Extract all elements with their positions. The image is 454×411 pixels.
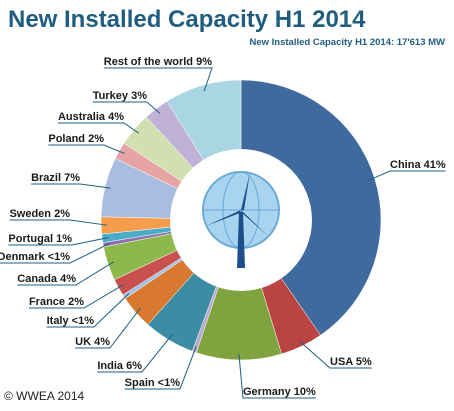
category-name: India [97, 360, 124, 372]
leader-line [97, 334, 173, 373]
slice-label: Poland 2% [48, 133, 104, 145]
slice-label: Canada 4% [17, 273, 76, 285]
leader-line [238, 353, 316, 399]
category-name: France [29, 296, 65, 308]
value-label: 2% [88, 133, 104, 145]
leader-line [0, 243, 110, 264]
category-name: Brazil [31, 172, 61, 184]
center-icon [170, 149, 312, 291]
category-name: Germany [243, 386, 292, 398]
value-label: 1% [56, 233, 72, 245]
leader-line [57, 122, 140, 134]
leader-line [48, 144, 125, 155]
value-label: 4% [108, 111, 124, 123]
value-label: 9% [196, 56, 212, 68]
category-name: Denmark [0, 251, 45, 263]
category-name: Italy [47, 315, 70, 327]
leader-line [9, 219, 108, 226]
category-name: Poland [48, 133, 85, 145]
value-label: <1% [158, 377, 181, 389]
slice-label: Denmark <1% [0, 251, 70, 263]
category-name: Turkey [93, 90, 129, 102]
value-label: 10% [294, 386, 316, 398]
slice-label: Australia 4% [58, 111, 124, 123]
slice-label: Italy <1% [47, 315, 95, 327]
leader-line [298, 340, 372, 369]
slice-label: UK 4% [75, 336, 110, 348]
leader-line [75, 308, 141, 349]
leader-line [46, 293, 130, 328]
value-label: <1% [48, 251, 71, 263]
category-name: Rest of the world [104, 56, 193, 68]
leader-line [368, 170, 446, 181]
category-name: Australia [58, 111, 106, 123]
slice-label: India 6% [97, 360, 142, 372]
category-name: Portugal [8, 233, 53, 245]
leader-line [28, 284, 124, 309]
donut [100, 79, 382, 361]
leader-line [17, 261, 114, 286]
slice-label: China 41% [390, 159, 446, 171]
value-label: 41% [424, 159, 446, 171]
leader-line [92, 101, 161, 114]
category-name: USA [330, 356, 353, 368]
slice-label: USA 5% [330, 356, 372, 368]
leader-line [124, 346, 197, 390]
slice-label: Sweden 2% [9, 208, 70, 220]
slice-label: Germany 10% [243, 386, 316, 398]
value-label: 2% [54, 208, 70, 220]
turbine-tower [237, 212, 245, 268]
chart-subtitle: New Installed Capacity H1 2014: 17'613 M… [249, 37, 445, 48]
slice-label: Rest of the world 9% [104, 56, 212, 68]
value-label: 6% [126, 360, 142, 372]
turbine-blades [206, 172, 268, 236]
value-label: 5% [356, 356, 372, 368]
slice-label: France 2% [29, 296, 84, 308]
category-name: UK [75, 336, 91, 348]
value-label: 3% [131, 90, 147, 102]
slice-label: Turkey 3% [93, 90, 147, 102]
slice-label: Spain <1% [125, 377, 181, 389]
category-name: Canada [17, 273, 58, 285]
category-name: Sweden [9, 208, 51, 220]
value-label: 4% [60, 273, 76, 285]
leader-line [31, 183, 111, 189]
leader-line [8, 237, 109, 246]
chart-title: New Installed Capacity H1 2014 [8, 6, 366, 33]
slice-label: Brazil 7% [31, 172, 80, 184]
leader-line [103, 67, 213, 92]
value-label: 2% [68, 296, 84, 308]
value-label: 4% [94, 336, 110, 348]
category-name: Spain [125, 377, 155, 389]
footer: © WWEA 2014 [4, 389, 85, 403]
labels: China 41%USA 5%Germany 10%Spain <1%India… [0, 56, 446, 399]
category-name: China [390, 159, 421, 171]
value-label: <1% [72, 315, 95, 327]
value-label: 7% [64, 172, 80, 184]
slice-label: Portugal 1% [8, 233, 72, 245]
